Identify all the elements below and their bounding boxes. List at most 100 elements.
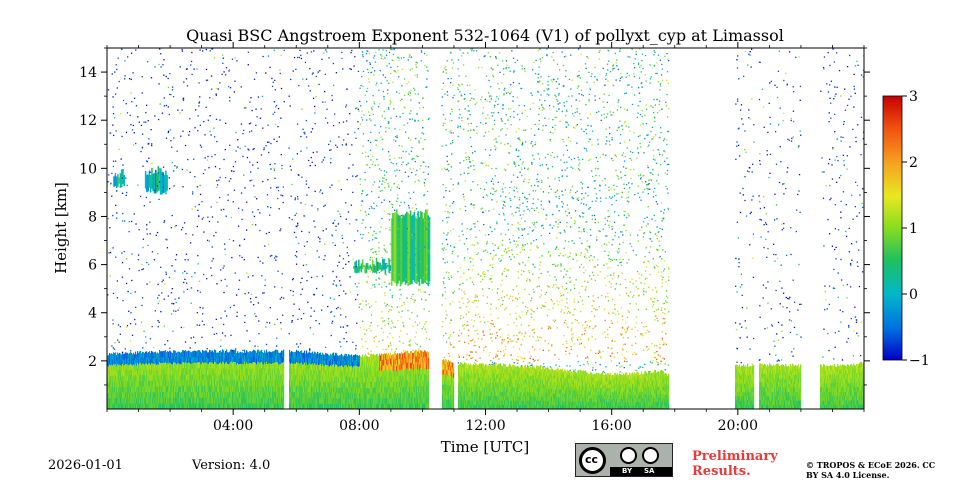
- boundary-layer-cell: [530, 379, 532, 385]
- boundary-layer-cell: [146, 397, 148, 404]
- boundary-layer-cell: [255, 397, 257, 404]
- boundary-layer-cell: [335, 386, 337, 393]
- boundary-layer-cell: [544, 376, 546, 382]
- boundary-layer-cell: [576, 383, 578, 388]
- boundary-layer-cell: [586, 375, 588, 380]
- boundary-layer-cell: [353, 392, 355, 399]
- boundary-layer-cell: [526, 380, 528, 385]
- boundary-layer-cell: [157, 352, 159, 359]
- boundary-layer-cell: [234, 349, 236, 356]
- boundary-layer-cell: [115, 369, 117, 376]
- boundary-layer-cell: [305, 397, 307, 404]
- boundary-layer-cell: [290, 369, 292, 376]
- boundary-layer-cell: [560, 389, 562, 394]
- boundary-layer-cell: [238, 380, 240, 387]
- boundary-layer-cell: [422, 386, 424, 393]
- boundary-layer-cell: [571, 401, 573, 406]
- boundary-layer-cell: [489, 370, 491, 375]
- boundary-layer-cell: [333, 386, 335, 393]
- boundary-layer-cell: [559, 378, 561, 383]
- boundary-layer-cell: [400, 370, 402, 376]
- boundary-layer-cell: [472, 374, 474, 379]
- boundary-layer-cell: [413, 397, 415, 404]
- boundary-layer-cell: [413, 369, 415, 376]
- boundary-layer-cell: [561, 373, 563, 378]
- boundary-layer-cell: [151, 356, 153, 363]
- boundary-layer-cell: [252, 374, 254, 381]
- boundary-layer-cell: [158, 375, 160, 382]
- boundary-layer-cell: [494, 395, 496, 401]
- boundary-layer-cell: [416, 373, 418, 380]
- boundary-layer-cell: [331, 392, 333, 399]
- boundary-layer-cell: [476, 386, 478, 392]
- boundary-layer-cell: [414, 380, 416, 387]
- boundary-layer-cell: [307, 403, 309, 409]
- boundary-layer-cell: [172, 380, 174, 387]
- boundary-layer-cell: [310, 369, 312, 376]
- boundary-layer-cell: [291, 391, 293, 398]
- boundary-layer-cell: [605, 401, 607, 406]
- boundary-layer-cell: [442, 379, 444, 385]
- boundary-layer-cell: [188, 350, 190, 357]
- boundary-layer-cell: [422, 391, 424, 398]
- boundary-layer-cell: [183, 391, 185, 398]
- boundary-layer-cell: [551, 400, 553, 406]
- boundary-layer-cell: [617, 398, 619, 403]
- boundary-layer-cell: [388, 403, 390, 409]
- boundary-layer-cell: [367, 377, 369, 384]
- boundary-layer-cell: [520, 400, 522, 406]
- boundary-layer-cell: [584, 397, 586, 402]
- boundary-layer-cell: [541, 377, 543, 382]
- boundary-layer-cell: [370, 353, 372, 360]
- boundary-layer-cell: [599, 384, 601, 389]
- boundary-layer-cell: [216, 364, 218, 370]
- boundary-layer-cell: [210, 373, 212, 380]
- boundary-layer-cell: [111, 364, 113, 371]
- boundary-layer-cell: [214, 403, 216, 409]
- boundary-layer-cell: [313, 359, 315, 366]
- boundary-layer-cell: [427, 385, 429, 392]
- boundary-layer-cell: [483, 363, 485, 369]
- boundary-layer-cell: [271, 363, 273, 370]
- boundary-layer-cell: [511, 404, 513, 409]
- boundary-layer-cell: [308, 369, 310, 376]
- boundary-layer-cell: [343, 366, 345, 373]
- boundary-layer-cell: [501, 374, 503, 380]
- boundary-layer-cell: [263, 375, 265, 382]
- boundary-layer-cell: [192, 351, 194, 358]
- boundary-layer-cell: [280, 380, 282, 387]
- boundary-layer-cell: [587, 405, 589, 409]
- boundary-layer-cell: [468, 377, 470, 382]
- boundary-layer-cell: [370, 359, 372, 366]
- boundary-layer-cell: [367, 393, 369, 399]
- boundary-layer-cell: [611, 375, 613, 379]
- boundary-layer-cell: [296, 385, 298, 392]
- boundary-layer-cell: [333, 352, 335, 359]
- boundary-layer-cell: [586, 405, 588, 409]
- boundary-layer-cell: [271, 352, 273, 359]
- boundary-layer-cell: [415, 385, 417, 392]
- boundary-layer-cell: [417, 357, 419, 364]
- boundary-layer-cell: [228, 392, 230, 399]
- boundary-layer-cell: [337, 398, 339, 404]
- boundary-layer-cell: [164, 350, 166, 358]
- boundary-layer-cell: [526, 396, 528, 402]
- boundary-layer-cell: [136, 381, 138, 388]
- boundary-layer-cell: [303, 358, 305, 365]
- boundary-layer-cell: [424, 373, 426, 380]
- boundary-layer-cell: [353, 365, 355, 372]
- boundary-layer-cell: [168, 363, 170, 370]
- boundary-layer-cell: [230, 385, 232, 392]
- boundary-layer-cell: [185, 367, 187, 374]
- boundary-layer-cell: [225, 368, 227, 375]
- boundary-layer-cell: [225, 380, 227, 387]
- boundary-layer-cell: [268, 368, 270, 375]
- boundary-layer-cell: [606, 384, 608, 389]
- boundary-layer-cell: [626, 394, 628, 399]
- boundary-layer-cell: [240, 380, 242, 387]
- boundary-layer-cell: [381, 397, 383, 404]
- boundary-layer-cell: [414, 403, 416, 409]
- boundary-layer-cell: [147, 380, 149, 387]
- boundary-layer-cell: [216, 352, 218, 359]
- boundary-layer-cell: [257, 385, 259, 392]
